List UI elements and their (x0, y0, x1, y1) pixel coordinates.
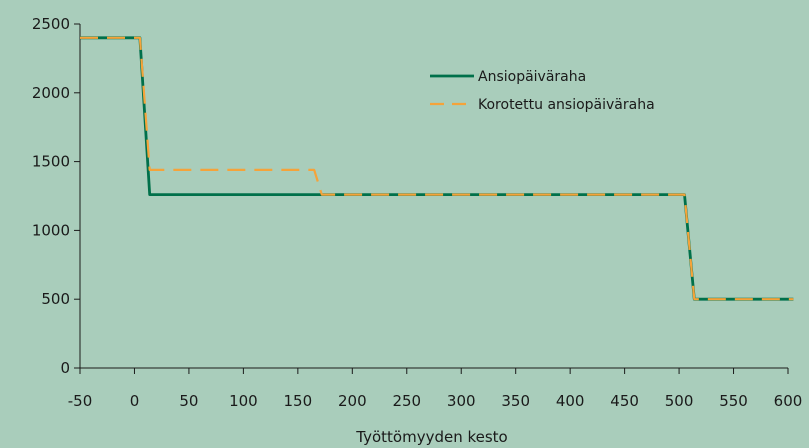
x-tick-label: 50 (179, 392, 198, 410)
y-tick-label: 2500 (32, 15, 70, 33)
series-layer (80, 36, 794, 301)
legend-label: Korotettu ansiopäiväraha (478, 97, 655, 113)
x-tick-label: 0 (130, 392, 140, 410)
x-tick-label: 300 (447, 392, 476, 410)
x-tick-label: 450 (610, 392, 639, 410)
x-tick-label: 200 (338, 392, 367, 410)
legend: Ansiopäiväraha Korotettu ansiopäiväraha (430, 69, 655, 113)
series-line-korotettu-ansiopaivaraha (80, 36, 794, 301)
x-tick-label: 500 (665, 392, 694, 410)
x-tick-label: 600 (774, 392, 803, 410)
x-tick-label: 100 (229, 392, 258, 410)
x-axis-ticks: -50 0 50 100 150 200 250 300 350 400 450 500 550 600 (68, 368, 803, 410)
y-tick-label: 2000 (32, 84, 70, 102)
y-tick-label: 500 (41, 290, 70, 308)
x-tick-label: 250 (392, 392, 421, 410)
y-tick-label: 0 (60, 359, 70, 377)
y-tick-label: 1000 (32, 221, 70, 239)
x-tick-label: 550 (719, 392, 748, 410)
x-tick-label: 400 (556, 392, 585, 410)
y-tick-label: 1500 (32, 153, 70, 171)
x-tick-label: 350 (501, 392, 530, 410)
x-tick-label: -50 (68, 392, 93, 410)
legend-label: Ansiopäiväraha (478, 69, 586, 85)
x-axis-title: Työttömyyden kesto (355, 428, 507, 446)
x-tick-label: 150 (284, 392, 313, 410)
y-axis-ticks: 0 500 1000 1500 2000 2500 (32, 15, 80, 377)
